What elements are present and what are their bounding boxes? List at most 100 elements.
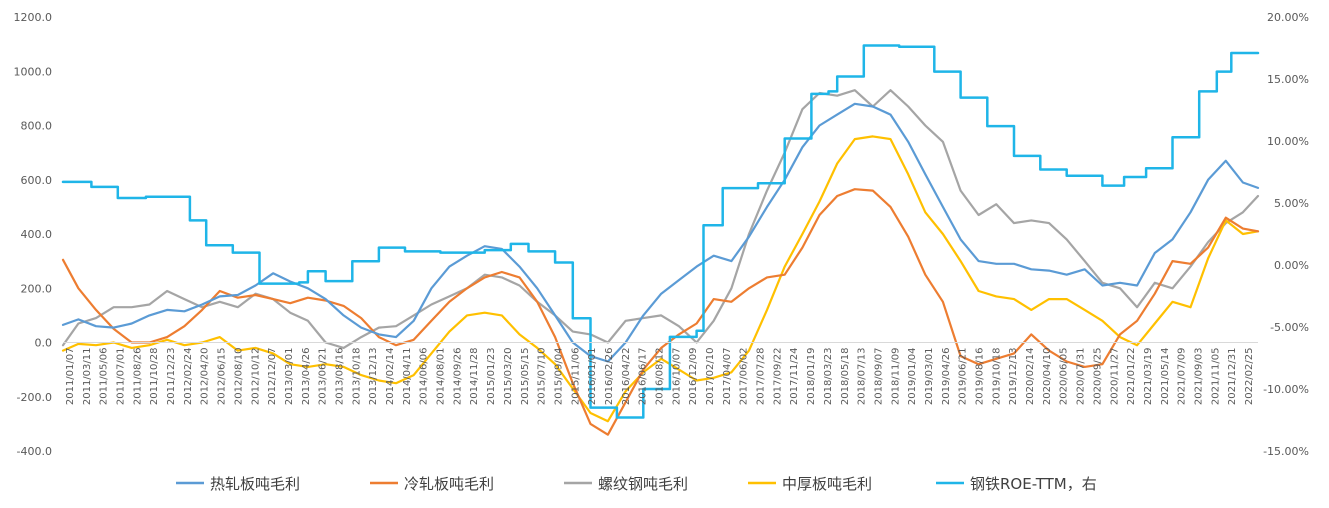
left-axis-tick-label: 400.0 xyxy=(21,228,53,241)
x-axis-tick-label: 2011/03/11 xyxy=(82,348,93,406)
x-axis-tick-label: 2012/02/24 xyxy=(183,348,194,406)
x-axis-tick-label: 2021/11/05 xyxy=(1210,348,1221,406)
x-axis-tick-label: 2020/02/14 xyxy=(1025,348,1036,406)
right-axis-tick-label: 10.00% xyxy=(1267,135,1309,148)
legend: 热轧板吨毛利 冷轧板吨毛利 螺纹钢吨毛利 中厚板吨毛利 钢铁ROE-TTM，右 xyxy=(176,475,1097,493)
x-axis-tick-label: 2012/06/15 xyxy=(217,348,228,406)
right-axis-tick-label: 0.00% xyxy=(1274,259,1309,272)
x-axis-tick-label: 2015/01/23 xyxy=(486,348,497,406)
left-axis-tick-label: 1200.0 xyxy=(14,11,53,24)
right-axis-tick-label: 5.00% xyxy=(1274,197,1309,210)
right-axis-tick-label: -15.00% xyxy=(1263,445,1309,458)
series-line-1 xyxy=(61,102,1260,363)
x-axis-tick-label: 2013/06/21 xyxy=(318,348,329,406)
x-axis-tick-label: 2012/04/20 xyxy=(200,348,211,406)
x-axis-tick-label: 2015/07/10 xyxy=(537,348,548,406)
x-axis-tick-label: 2017/04/07 xyxy=(722,348,733,406)
x-axis: 2011/01/07 2011/03/11 2011/05/06 2011/07/01… xyxy=(63,342,1258,406)
series-layer xyxy=(61,44,1260,436)
left-axis-tick-label: 0.0 xyxy=(35,337,53,350)
legend-label: 螺纹钢吨毛利 xyxy=(598,475,688,493)
x-axis-tick-label: 2017/09/22 xyxy=(772,348,783,406)
x-axis-tick-label: 2021/12/31 xyxy=(1227,348,1238,406)
legend-label: 钢铁ROE-TTM，右 xyxy=(970,475,1097,493)
x-axis-tick-label: 2017/07/28 xyxy=(756,348,767,406)
x-axis-tick-label: 2020/04/10 xyxy=(1042,348,1053,406)
x-axis-tick-label: 2015/09/04 xyxy=(553,348,564,406)
left-axis-tick-label: 800.0 xyxy=(21,120,53,133)
x-axis-tick-label: 2018/05/18 xyxy=(840,348,851,406)
x-axis-tick-label: 2020/07/31 xyxy=(1076,348,1087,406)
x-axis-tick-label: 2016/02/26 xyxy=(604,348,615,406)
x-axis-tick-label: 2014/11/28 xyxy=(469,348,480,406)
x-axis-tick-label: 2014/09/26 xyxy=(452,348,463,406)
left-axis-tick-label: -400.0 xyxy=(17,445,52,458)
x-axis-tick-label: 2017/11/24 xyxy=(789,348,800,406)
legend-label: 中厚板吨毛利 xyxy=(782,475,872,493)
x-axis-tick-label: 2017/06/02 xyxy=(739,348,750,406)
x-axis-tick-label: 2012/08/10 xyxy=(233,348,244,406)
x-axis-tick-label: 2022/02/25 xyxy=(1244,348,1255,406)
right-axis-tick-label: -5.00% xyxy=(1270,321,1309,334)
x-axis-tick-label: 2018/01/19 xyxy=(806,348,817,406)
x-axis-tick-label: 2021/01/22 xyxy=(1126,348,1137,406)
x-axis-tick-label: 2017/02/10 xyxy=(705,348,716,406)
left-axis-tick-label: 200.0 xyxy=(21,282,53,295)
x-axis-tick-label: 2013/08/16 xyxy=(335,348,346,406)
x-axis-tick-label: 2011/01/07 xyxy=(65,348,76,406)
left-axis-tick-label: 600.0 xyxy=(21,174,53,187)
x-axis-tick-label: 2019/03/01 xyxy=(924,348,935,406)
x-axis-tick-label: 2014/08/01 xyxy=(436,348,447,406)
x-axis-tick-label: 2016/10/07 xyxy=(671,348,682,406)
x-axis-tick-label: 2019/12/13 xyxy=(1008,348,1019,406)
x-axis-tick-label: 2013/04/26 xyxy=(301,348,312,406)
x-axis-tick-label: 2021/03/19 xyxy=(1143,348,1154,406)
right-axis-tick-label: 20.00% xyxy=(1267,11,1309,24)
series-line-4 xyxy=(61,135,1260,423)
x-axis-tick-label: 2019/10/18 xyxy=(991,348,1002,406)
x-axis-tick-label: 2013/12/13 xyxy=(368,348,379,406)
x-axis-tick-label: 2021/07/09 xyxy=(1177,348,1188,406)
x-axis-tick-label: 2019/01/04 xyxy=(907,348,918,406)
left-axis-tick-label: 1000.0 xyxy=(14,65,53,78)
x-axis-tick-label: 2021/05/14 xyxy=(1160,348,1171,406)
series-line-2 xyxy=(61,188,1260,436)
series-line-3 xyxy=(61,89,1260,349)
x-axis-tick-label: 2019/08/16 xyxy=(975,348,986,406)
x-axis-tick-label: 2011/07/01 xyxy=(116,348,127,406)
x-axis-tick-label: 2016/06/17 xyxy=(638,348,649,406)
x-axis-tick-label: 2016/12/09 xyxy=(688,348,699,406)
x-axis-tick-label: 2012/10/12 xyxy=(250,348,261,406)
x-axis-tick-label: 2020/09/25 xyxy=(1092,348,1103,406)
x-axis-tick-label: 2011/08/26 xyxy=(132,348,143,406)
x-axis-tick-label: 2018/11/09 xyxy=(890,348,901,406)
x-axis-tick-label: 2016/08/12 xyxy=(655,348,666,406)
x-axis-tick-label: 2015/05/15 xyxy=(520,348,531,406)
x-axis-tick-label: 2011/12/23 xyxy=(166,348,177,406)
right-axis-tick-label: -10.00% xyxy=(1263,383,1309,396)
x-axis-tick-label: 2016/04/22 xyxy=(621,348,632,406)
x-axis-tick-label: 2013/03/01 xyxy=(284,348,295,406)
x-axis-tick-label: 2018/03/23 xyxy=(823,348,834,406)
right-axis-ticks: -15.00% -10.00% -5.00% 0.00% 5.00% 10.00% 15.0… xyxy=(1263,11,1309,458)
x-axis-tick-label: 2018/07/13 xyxy=(857,348,868,406)
x-axis-tick-label: 2019/06/21 xyxy=(958,348,969,406)
x-axis-tick-label: 2014/06/06 xyxy=(419,348,430,406)
legend-label: 热轧板吨毛利 xyxy=(210,475,300,493)
legend-label: 冷轧板吨毛利 xyxy=(404,475,494,493)
right-axis-tick-label: 15.00% xyxy=(1267,73,1309,86)
series-line-5 xyxy=(61,44,1260,419)
x-axis-tick-label: 2012/12/07 xyxy=(267,348,278,406)
x-axis-tick-label: 2020/11/27 xyxy=(1109,348,1120,406)
x-axis-tick-label: 2021/09/03 xyxy=(1194,348,1205,406)
x-axis-tick-label: 2011/05/06 xyxy=(99,348,110,406)
x-axis-tick-label: 2019/04/26 xyxy=(941,348,952,406)
x-axis-tick-label: 2015/11/06 xyxy=(570,348,581,406)
x-axis-tick-label: 2015/03/20 xyxy=(503,348,514,406)
x-axis-tick-label: 2013/10/18 xyxy=(351,348,362,406)
left-axis-tick-label: -200.0 xyxy=(17,391,52,404)
x-axis-tick-label: 2014/04/11 xyxy=(402,348,413,406)
x-axis-tick-label: 2011/10/28 xyxy=(149,348,160,406)
